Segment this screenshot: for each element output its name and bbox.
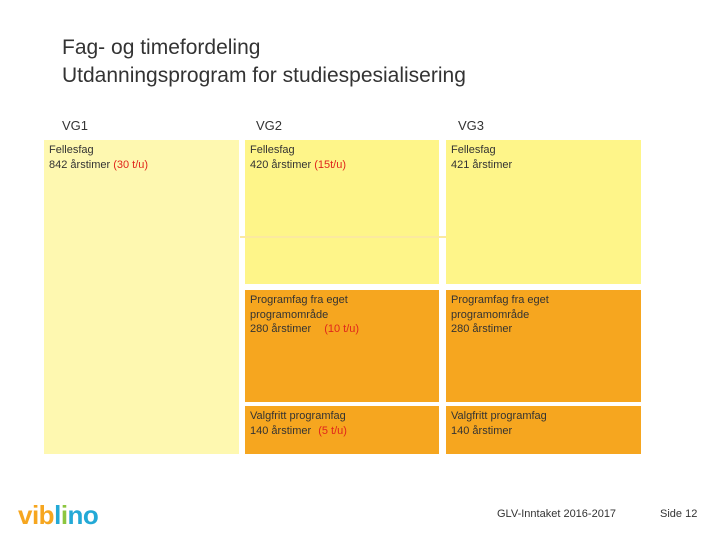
vg3-fellesfag-hours: 421 årstimer bbox=[451, 158, 513, 171]
logo-part-2: l bbox=[54, 500, 61, 530]
title-line-2: Utdanningsprogram for studiespesialiseri… bbox=[62, 64, 466, 87]
vg2-programfag-block: Programfag fra eget programområde 280 år… bbox=[245, 290, 439, 402]
vg1-fellesfag-units: (30 t/u) bbox=[113, 158, 149, 171]
vg2-programfag-hours-line: 280 årstimer (10 t/u) bbox=[250, 322, 434, 337]
vg1-fellesfag-hours: 842 årstimer bbox=[49, 158, 111, 171]
title-line-1: Fag- og timefordeling bbox=[62, 36, 261, 59]
faint-divider-line bbox=[240, 236, 446, 238]
vg2-fellesfag-units: (15t/u) bbox=[314, 158, 346, 171]
vg3-programfag-hours: 280 årstimer bbox=[451, 323, 513, 335]
vg3-valgfritt-title: Valgfritt programfag bbox=[451, 410, 547, 422]
vg2-valgfritt-hours-line: 140 årstimer (5 t/u) bbox=[250, 424, 434, 439]
vg3-valgfritt-hours: 140 årstimer bbox=[451, 424, 513, 437]
column-header-vg3: VG3 bbox=[458, 118, 485, 133]
vg3-fellesfag-block: Fellesfag 421 årstimer bbox=[446, 140, 641, 284]
vg1-fellesfag-title: Fellesfag bbox=[49, 144, 94, 156]
slide-title: Fag- og timefordeling Utdanningsprogram … bbox=[62, 34, 466, 90]
vg3-fellesfag-title: Fellesfag bbox=[451, 144, 496, 156]
vg3-programfag-title: Programfag fra eget bbox=[451, 294, 549, 306]
logo-part-1: vib bbox=[18, 500, 55, 530]
column-header-vg2: VG2 bbox=[256, 118, 283, 133]
vg3-valgfritt-block: Valgfritt programfag 140 årstimer bbox=[446, 406, 641, 454]
logo-part-3: i bbox=[60, 500, 68, 530]
vg3-programfag-block: Programfag fra eget programområde 280 år… bbox=[446, 290, 641, 402]
column-header-vg1: VG1 bbox=[62, 118, 89, 133]
vg2-programfag-title-2: programområde bbox=[250, 308, 329, 321]
vg2-valgfritt-hours: 140 årstimer bbox=[250, 424, 312, 437]
vg2-programfag-title: Programfag fra eget bbox=[250, 294, 348, 306]
vg2-programfag-hours: 280 årstimer bbox=[250, 323, 312, 335]
vg2-fellesfag-hours: 420 årstimer bbox=[250, 158, 312, 171]
vg2-programfag-units: (10 t/u) bbox=[324, 323, 360, 335]
footer-page-number: Side 12 bbox=[660, 508, 698, 520]
vg2-valgfritt-title: Valgfritt programfag bbox=[250, 410, 346, 422]
vg2-valgfritt-units: (5 t/u) bbox=[318, 424, 347, 437]
vg1-fellesfag-block: Fellesfag 842 årstimer (30 t/u) bbox=[44, 140, 239, 454]
vg1-fellesfag-hours-line: 842 årstimer (30 t/u) bbox=[49, 158, 234, 173]
logo-part-4: no bbox=[67, 500, 99, 530]
vg2-valgfritt-block: Valgfritt programfag 140 årstimer (5 t/u… bbox=[245, 406, 439, 454]
viblino-logo: viblino bbox=[18, 500, 99, 531]
vg2-fellesfag-title: Fellesfag bbox=[250, 144, 295, 156]
vg3-programfag-title-2: programområde bbox=[451, 308, 530, 321]
footer-event-label: GLV-Inntaket 2016-2017 bbox=[497, 508, 617, 520]
vg2-fellesfag-block: Fellesfag 420 årstimer (15t/u) bbox=[245, 140, 439, 284]
vg2-fellesfag-hours-line: 420 årstimer (15t/u) bbox=[250, 158, 434, 173]
